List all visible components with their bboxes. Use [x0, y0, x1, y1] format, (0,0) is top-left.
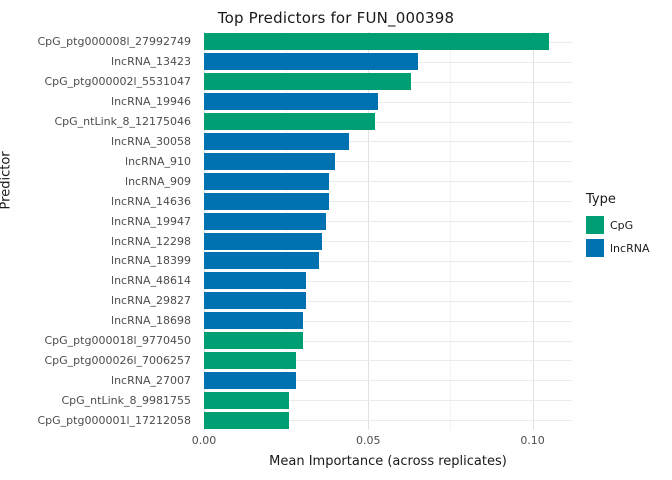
y-axis-label: CpG_ptg000002l_5531047	[44, 75, 191, 89]
major-gridline	[368, 32, 370, 430]
legend-label: CpG	[610, 218, 634, 232]
bar-row	[204, 32, 572, 52]
legend-entries: CpG lncRNA	[586, 216, 649, 257]
major-gridline	[532, 32, 534, 430]
bar	[204, 172, 329, 190]
legend-label: lncRNA	[610, 241, 650, 255]
bar-row	[204, 291, 572, 311]
chart-title: Top Predictors for FUN_000398	[217, 9, 455, 27]
y-axis-labels: CpG_ptg000008l_27992749 lncRNA_13423 CpG_p…	[0, 32, 198, 430]
y-axis-label: CpG_ptg000008l_27992749	[37, 35, 191, 49]
bar	[204, 73, 411, 91]
bar-row	[204, 112, 572, 132]
x-axis-tick-label: 0.05	[356, 434, 381, 447]
y-axis-label: lncRNA_13423	[111, 55, 191, 69]
bar	[204, 232, 323, 250]
bar	[204, 332, 303, 350]
bar	[204, 371, 296, 389]
bar-row	[204, 72, 572, 92]
y-axis-label: CpG_ptg000018l_9770450	[44, 334, 191, 348]
legend-entry: lncRNA	[586, 239, 649, 257]
y-axis-label: lncRNA_30058	[111, 134, 191, 148]
y-axis-label: lncRNA_29827	[111, 294, 191, 308]
bar-row	[204, 231, 572, 251]
bar	[204, 411, 290, 429]
y-axis-label: lncRNA_19946	[111, 95, 191, 109]
minor-gridline	[450, 32, 452, 430]
y-axis-label: lncRNA_48614	[111, 274, 191, 288]
bar	[204, 192, 329, 210]
y-axis-label: CpG_ntLink_8_9981755	[61, 393, 192, 407]
bar-row	[204, 171, 572, 191]
bar-row	[204, 132, 572, 152]
bar	[204, 252, 319, 270]
bar	[204, 53, 418, 71]
bar	[204, 152, 336, 170]
bar-row	[204, 370, 572, 390]
plot-panel	[204, 32, 572, 430]
bar	[204, 312, 303, 330]
bar	[204, 212, 326, 230]
bar-row	[204, 351, 572, 371]
y-axis-label: lncRNA_909	[125, 174, 191, 188]
bars-container	[204, 32, 572, 430]
legend: Type CpG lncRNA	[586, 192, 649, 262]
bar-row	[204, 52, 572, 72]
bar-row	[204, 211, 572, 231]
y-axis-label: lncRNA_14636	[111, 194, 191, 208]
y-axis-label: lncRNA_910	[125, 154, 191, 168]
x-axis-title: Mean Importance (across replicates)	[269, 454, 507, 469]
bar-row	[204, 311, 572, 331]
y-axis-label: lncRNA_27007	[111, 373, 191, 387]
bar	[204, 391, 290, 409]
x-axis-tick-labels: 0.00 0.05 0.10	[192, 434, 572, 448]
legend-title: Type	[586, 192, 616, 207]
major-gridline	[204, 32, 205, 430]
y-axis-label: lncRNA_18399	[111, 254, 191, 268]
bar-row	[204, 410, 572, 430]
bar	[204, 93, 379, 111]
bar-row	[204, 390, 572, 410]
bar	[204, 292, 306, 310]
bar	[204, 113, 375, 131]
bar-row	[204, 271, 572, 291]
bar-row	[204, 92, 572, 112]
y-axis-label: CpG_ntLink_8_12175046	[54, 115, 192, 129]
bar-row	[204, 151, 572, 171]
bar-row	[204, 191, 572, 211]
legend-entry: CpG	[586, 216, 649, 234]
bar	[204, 132, 349, 150]
y-axis-label: CpG_ptg000026l_7006257	[44, 353, 191, 367]
bar-row	[204, 251, 572, 271]
y-axis-label: lncRNA_12298	[111, 234, 191, 248]
y-axis-label: CpG_ptg000001l_17212058	[37, 413, 191, 427]
y-axis-label: lncRNA_19947	[111, 214, 191, 228]
bar-row	[204, 331, 572, 351]
bar	[204, 351, 296, 369]
minor-gridline	[286, 32, 288, 430]
bar	[204, 272, 306, 290]
y-axis-label: lncRNA_18698	[111, 314, 191, 328]
legend-swatch	[586, 239, 604, 257]
legend-swatch	[586, 216, 604, 234]
x-axis-tick-label: 0.10	[520, 434, 545, 447]
x-axis-tick-label: 0.00	[191, 434, 217, 447]
bar	[204, 33, 549, 51]
